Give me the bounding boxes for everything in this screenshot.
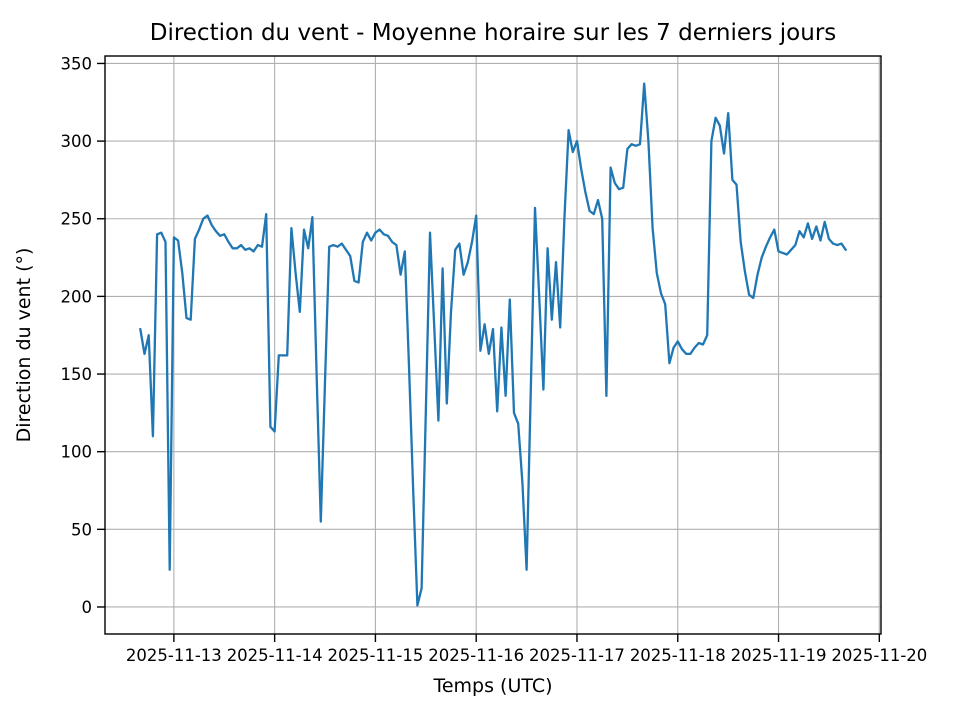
x-axis-ticks: 2025-11-13 2025-11-14 2025-11-15 2025-11-16… bbox=[126, 634, 927, 665]
y-tick-label: 250 bbox=[61, 210, 93, 229]
x-tick-label: 2025-11-20 bbox=[831, 646, 927, 665]
y-axis-label: Direction du vent (°) bbox=[13, 248, 35, 443]
y-tick-label: 150 bbox=[61, 365, 93, 384]
y-tick-label: 300 bbox=[61, 132, 93, 151]
y-tick-label: 350 bbox=[61, 54, 93, 73]
x-tick-label: 2025-11-19 bbox=[731, 646, 827, 665]
x-tick-label: 2025-11-15 bbox=[327, 646, 423, 665]
x-tick-label: 2025-11-18 bbox=[630, 646, 726, 665]
y-axis-ticks: 0 50 100 150 200 250 300 350 bbox=[61, 54, 105, 617]
y-tick-label: 100 bbox=[61, 443, 93, 462]
y-tick-label: 50 bbox=[71, 520, 92, 539]
wind-direction-line bbox=[139, 82, 847, 607]
x-tick-label: 2025-11-16 bbox=[428, 646, 524, 665]
series-group bbox=[139, 82, 847, 607]
x-tick-label: 2025-11-13 bbox=[126, 646, 222, 665]
chart-title: Direction du vent - Moyenne horaire sur … bbox=[150, 20, 837, 46]
y-tick-label: 0 bbox=[82, 598, 93, 617]
y-tick-label: 200 bbox=[61, 287, 93, 306]
x-tick-label: 2025-11-14 bbox=[227, 646, 323, 665]
x-tick-label: 2025-11-17 bbox=[529, 646, 625, 665]
plot-border bbox=[104, 55, 882, 635]
x-axis-label: Temps (UTC) bbox=[432, 675, 552, 697]
